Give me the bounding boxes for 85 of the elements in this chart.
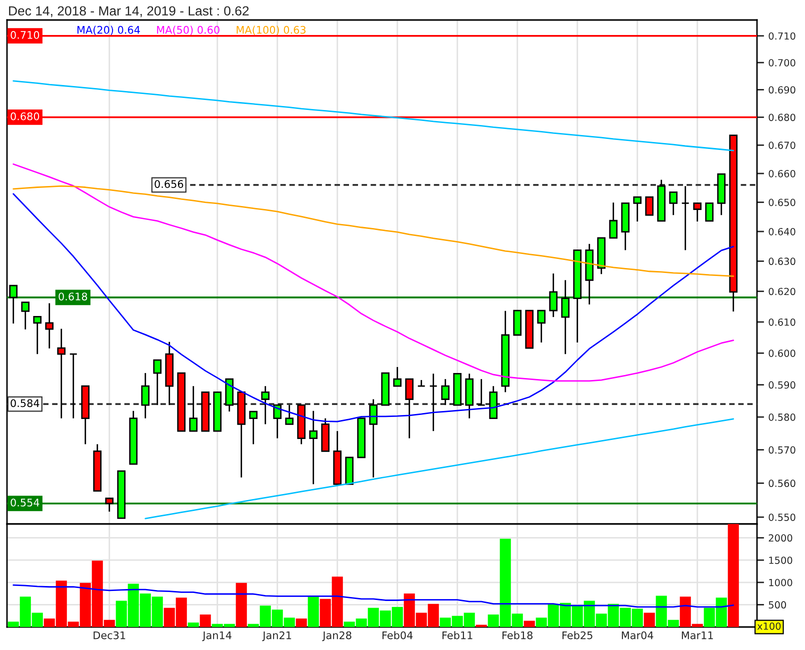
candlestick [549,272,558,318]
y-tick-label: 0.560 [768,480,796,488]
candlestick [33,316,42,355]
text: MA(50) 0.60 [157,26,220,36]
candlestick [189,385,198,432]
y-tick-label: 0.580 [768,414,796,421]
y-tick-label: 0.690 [768,86,796,94]
candlestick [693,202,702,222]
candlestick [45,302,54,350]
bar [236,582,247,627]
y-tick-label: 500 [768,601,786,609]
bar [296,618,307,627]
x-tick-label: Mar04 [622,631,654,640]
candlestick [561,279,570,355]
candlestick [417,379,426,387]
x-tick-label: Feb18 [502,631,532,640]
y-tick-label: 0.660 [768,170,796,178]
x-tick-label: Mar11 [682,631,713,640]
candlestick [537,310,546,344]
x-tick-label: Jan14 [202,631,232,642]
ref-line-label: 0.618 [58,292,88,300]
text: MA(20) 0.64 [78,26,140,36]
candlestick [477,378,486,406]
line-series [12,163,734,382]
ref-line-label: 0.554 [10,498,40,506]
y-tick-label: 1000 [769,578,792,586]
y-tick-label: 0.650 [768,198,796,206]
candlestick [429,372,438,432]
candlestick [153,359,162,406]
y-tick-label: 0.620 [768,288,796,296]
bar [200,614,211,627]
candlestick [705,202,714,222]
y-tick-label: 0.640 [768,228,796,236]
candlestick [681,185,690,251]
bar [644,612,655,627]
y-tick-label: 0.630 [768,258,796,266]
candlestick [57,328,66,420]
y-tick-label: 0.600 [768,350,796,357]
y-tick-label: 0.590 [768,381,796,389]
line-series [12,584,734,608]
candlestick [21,302,30,330]
candlestick [273,404,282,439]
x-tick-label: Feb25 [562,631,592,640]
y-tick-label: 0.670 [768,142,796,149]
y-tick-label: 0.570 [768,446,796,454]
chart-title: Dec 14, 2018 - Mar 14, 2019 - Last : 0.62 [9,6,249,18]
candlestick [285,404,294,425]
x-tick-label: Dec31 [94,631,126,640]
candlestick [441,378,450,406]
candlestick [309,410,318,485]
candlestick [645,196,654,216]
bar [524,620,535,627]
candlestick [369,398,378,478]
x-tick-label: Jan28 [322,631,352,642]
y-tick-label: 0.610 [768,318,796,326]
candlestick [105,498,114,512]
y-tick-label: 1500 [769,556,792,564]
candlestick [609,202,618,239]
y-axis-title: x100 [757,622,781,630]
ref-line-label: 0.584 [10,399,40,408]
candlestick [261,385,270,425]
y-tick-label: 0.710 [768,32,796,40]
candlestick [669,191,678,216]
text: MA(100) 0.63 [236,26,306,36]
ref-line-label: 0.680 [10,112,40,120]
y-tick-label: 0.550 [768,514,796,521]
x-tick-label: Feb04 [382,631,413,640]
candlestick [141,372,150,420]
candlestick [249,410,258,445]
y-tick-label: 0.700 [768,59,796,66]
candlestick [405,378,414,439]
ref-line-label: 0.710 [10,31,40,39]
candlestick [393,366,402,387]
line-series [12,80,734,152]
bar [188,622,199,627]
y-tick-label: 0.680 [768,114,796,122]
x-tick-label: Feb11 [442,631,472,640]
bar [728,524,739,627]
bar [308,596,319,627]
x-tick-label: Jan21 [262,631,292,642]
line-series [144,418,734,520]
candlestick [633,196,642,222]
ref-line-label: 0.656 [154,180,184,188]
y-tick-label: 2000 [768,534,792,542]
candlestick [69,353,78,420]
